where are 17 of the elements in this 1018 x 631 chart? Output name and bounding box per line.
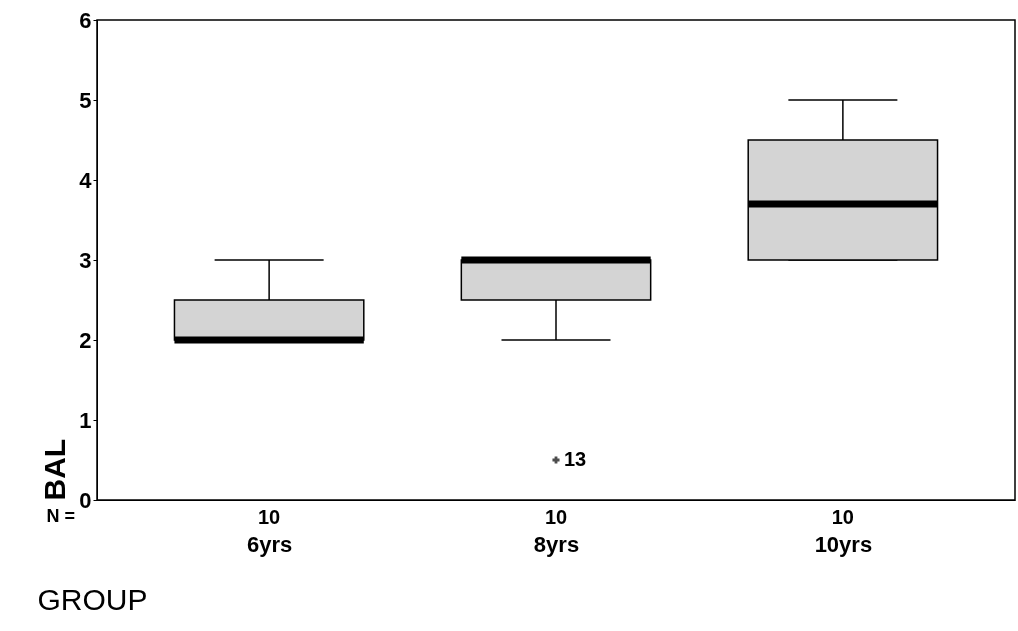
- x-axis-title: GROUP: [37, 582, 148, 616]
- text: 10: [544, 506, 568, 528]
- text: 10: [258, 506, 281, 528]
- y-axis-title: BAL: [38, 438, 72, 501]
- y-tick-label: 0: [79, 487, 92, 513]
- text: N =: [46, 506, 75, 526]
- text: 10: [831, 506, 854, 528]
- x-tick-label: 10yrs: [814, 531, 873, 557]
- y-tick-label: 5: [79, 87, 92, 113]
- y-tick-label: 6: [79, 7, 92, 33]
- y-tick-label: 2: [79, 327, 92, 353]
- x-tick-label: 8yrs: [533, 531, 580, 557]
- annotation: 13: [564, 448, 587, 470]
- y-tick-label: 3: [79, 247, 92, 273]
- x-tick-label: 6yrs: [246, 531, 293, 557]
- y-tick-label: 4: [79, 167, 93, 193]
- y-tick-label: 1: [79, 407, 92, 433]
